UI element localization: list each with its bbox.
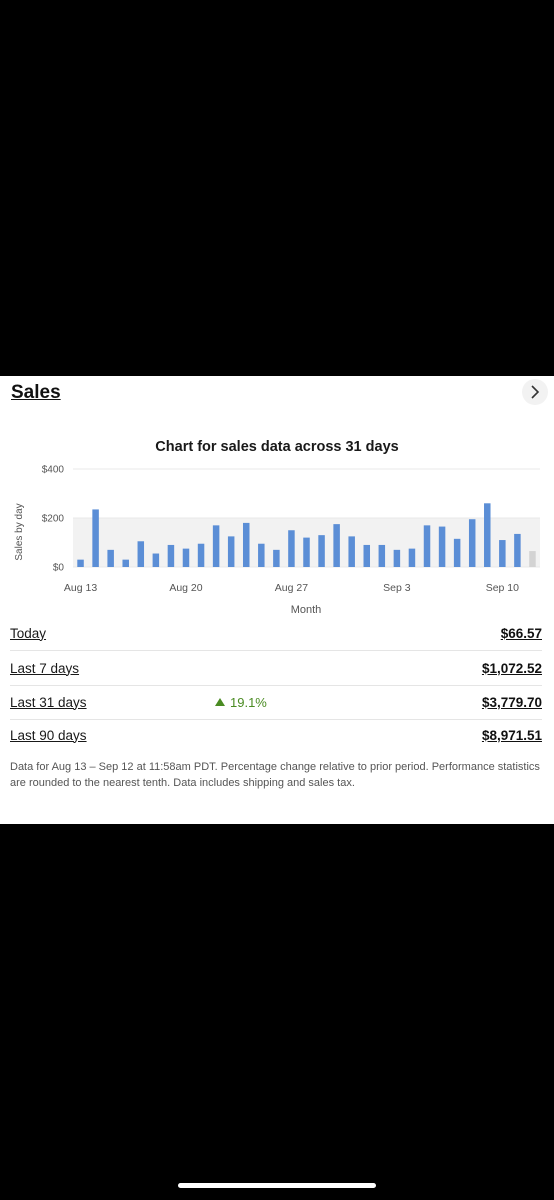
bar-aug-31[interactable] xyxy=(348,536,355,567)
bar-aug-17[interactable] xyxy=(137,541,145,567)
bar-sep-2[interactable] xyxy=(378,544,386,567)
bar-aug-19[interactable] xyxy=(167,544,175,567)
stat-value-7-days[interactable]: $1,072.52 xyxy=(481,660,542,676)
stat-row-31-days: Last 31 days 19.1% $3,779.70 xyxy=(10,685,542,720)
percent-change: 19.1% xyxy=(215,695,267,710)
bar-sep-4[interactable] xyxy=(408,548,416,567)
bar-aug-21[interactable] xyxy=(197,543,205,567)
bar-sep-7[interactable] xyxy=(453,538,461,567)
bar-aug-24[interactable] xyxy=(242,522,250,567)
chevron-right-icon xyxy=(531,385,540,399)
sales-details-button[interactable] xyxy=(522,379,548,405)
chart-title: Chart for sales data across 31 days xyxy=(155,439,399,455)
trend-up-icon xyxy=(215,698,225,706)
x-tick-label: Aug 27 xyxy=(275,582,308,594)
bar-sep-8[interactable] xyxy=(468,519,476,567)
stat-row-90-days: Last 90 days $8,971.51 xyxy=(10,718,542,752)
stat-label-today[interactable]: Today xyxy=(10,625,47,641)
x-tick-label: Aug 20 xyxy=(169,582,202,594)
bar-sep-3[interactable] xyxy=(393,549,401,567)
bar-aug-23[interactable] xyxy=(227,536,235,567)
bar-aug-13[interactable] xyxy=(77,559,84,567)
bar-aug-29[interactable] xyxy=(318,535,325,567)
stat-label-31-days[interactable]: Last 31 days xyxy=(10,694,87,710)
stat-value-today[interactable]: $66.57 xyxy=(500,625,542,641)
bar-aug-28[interactable] xyxy=(303,537,310,567)
bar-sep-6[interactable] xyxy=(438,526,446,567)
bar-sep-10[interactable] xyxy=(499,540,506,567)
sales-card: Sales Chart for sales data across 31 day… xyxy=(0,376,554,824)
y-tick-label: $200 xyxy=(42,514,65,525)
sales-title-link[interactable]: Sales xyxy=(11,382,61,403)
bar-aug-30[interactable] xyxy=(333,524,340,567)
stat-value-31-days[interactable]: $3,779.70 xyxy=(481,694,542,710)
bar-aug-15[interactable] xyxy=(107,549,114,567)
stat-row-7-days: Last 7 days $1,072.52 xyxy=(10,651,542,686)
x-tick-label: Sep 3 xyxy=(383,582,411,594)
home-indicator[interactable] xyxy=(178,1183,376,1188)
bar-sep-1[interactable] xyxy=(363,544,371,567)
bar-aug-18[interactable] xyxy=(152,553,160,567)
x-tick-label: Sep 10 xyxy=(486,582,519,594)
bar-sep-11[interactable] xyxy=(514,533,521,567)
stat-label-7-days[interactable]: Last 7 days xyxy=(10,660,80,676)
y-tick-label: $400 xyxy=(42,465,65,476)
percent-change-value: 19.1% xyxy=(230,694,267,710)
y-axis-label: Sales by day xyxy=(14,503,25,560)
bar-aug-20[interactable] xyxy=(182,548,190,567)
x-axis-label: Month xyxy=(291,604,322,616)
stat-label-90-days[interactable]: Last 90 days xyxy=(10,727,87,743)
bar-aug-25[interactable] xyxy=(258,543,265,567)
bar-aug-16[interactable] xyxy=(122,559,129,567)
bar-sep-5[interactable] xyxy=(423,525,431,567)
y-tick-label: $0 xyxy=(53,563,65,574)
x-tick-label: Aug 13 xyxy=(64,582,97,594)
bar-sep-9[interactable] xyxy=(484,503,491,567)
bar-aug-14[interactable] xyxy=(92,509,99,567)
bar-sep-12[interactable] xyxy=(529,551,536,567)
stat-row-today: Today $66.57 xyxy=(10,616,542,651)
stat-value-90-days[interactable]: $8,971.51 xyxy=(481,727,542,743)
footnote: Data for Aug 13 – Sep 12 at 11:58am PDT.… xyxy=(10,761,540,789)
bar-aug-26[interactable] xyxy=(273,549,280,567)
bar-aug-22[interactable] xyxy=(212,525,220,567)
bar-aug-27[interactable] xyxy=(288,530,295,567)
